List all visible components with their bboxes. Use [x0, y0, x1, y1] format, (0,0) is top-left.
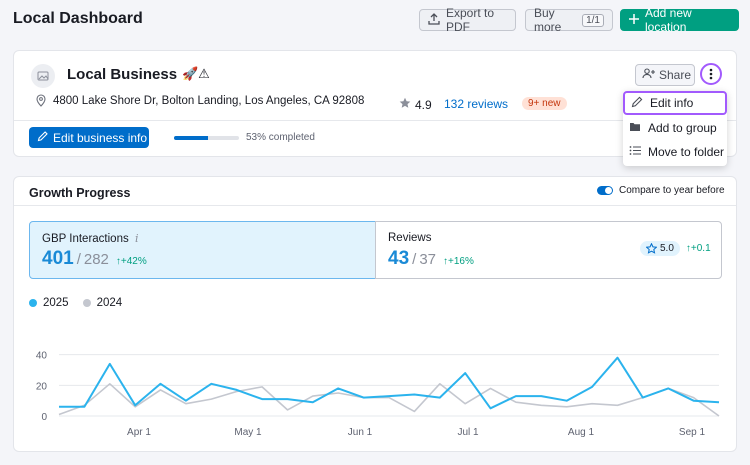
- y-tick-label: 0: [41, 412, 47, 423]
- edit-business-label: Edit business info: [53, 130, 148, 145]
- share-button[interactable]: Share: [635, 64, 695, 86]
- image-icon: [37, 71, 49, 81]
- metric-reviews[interactable]: Reviews 43 / 37 ↑+16% 5.0 ↑+0.1: [375, 221, 722, 279]
- metric-previous: 37: [419, 251, 436, 268]
- metric-gbp-interactions[interactable]: GBP Interactions i 401 / 282 ↑+42%: [29, 221, 376, 279]
- business-emoji: 🚀⚠: [182, 66, 210, 81]
- x-tick-label: Jul 1: [457, 427, 479, 438]
- series-line-2024: [58, 382, 720, 417]
- profile-progress-fill: [174, 136, 209, 140]
- menu-item-add-to-group[interactable]: Add to group: [623, 116, 727, 140]
- plus-icon: [629, 13, 639, 27]
- menu-item-move-to-folder[interactable]: Move to folder: [623, 140, 727, 164]
- star-icon: [399, 97, 411, 112]
- add-person-icon: [642, 68, 655, 82]
- business-address: 4800 Lake Shore Dr, Bolton Landing, Los …: [53, 95, 365, 107]
- compare-label: Compare to year before: [619, 185, 725, 196]
- buy-more-label: Buy more: [534, 6, 562, 34]
- legend-label: 2024: [96, 297, 123, 309]
- legend-item-2024[interactable]: 2024: [82, 297, 123, 309]
- metric-current: 43: [388, 248, 410, 269]
- legend-item-2025[interactable]: 2025: [29, 297, 69, 309]
- growth-line-chart: 0 20 40 Apr 1 May 1 Jun 1 Jul 1 Aug 1 Sep 1: [36, 351, 720, 438]
- rating-pill: 5.0: [640, 241, 680, 256]
- business-card: Local Business 🚀⚠ 4800 Lake Shore Dr, Bo…: [13, 50, 737, 157]
- new-reviews-badge: 9+ new: [522, 97, 567, 110]
- share-label: Share: [659, 68, 692, 82]
- toggle-switch[interactable]: [597, 186, 613, 195]
- star-icon: [646, 243, 657, 254]
- metric-delta: ↑+42%: [115, 256, 147, 267]
- menu-item-label: Edit info: [650, 96, 694, 110]
- growth-divider: [14, 205, 736, 206]
- metric-delta: ↑+16%: [443, 256, 474, 267]
- menu-item-label: Add to group: [648, 121, 717, 135]
- x-tick-label: Sep 1: [679, 427, 706, 438]
- location-pin-icon: [35, 94, 47, 112]
- menu-item-edit-info[interactable]: Edit info: [623, 91, 727, 115]
- edit-business-button[interactable]: Edit business info: [29, 127, 149, 148]
- compare-toggle[interactable]: Compare to year before: [597, 185, 725, 196]
- business-avatar: [31, 64, 55, 88]
- add-location-button[interactable]: Add new location: [620, 6, 739, 34]
- export-pdf-button[interactable]: Export to PDF: [419, 6, 516, 34]
- more-options-button[interactable]: [700, 63, 722, 85]
- menu-item-label: Move to folder: [648, 145, 725, 159]
- growth-progress-card: Growth Progress Compare to year before G…: [13, 176, 737, 452]
- profile-progress-bar: [174, 136, 239, 140]
- rating-delta: ↑+0.1: [685, 243, 711, 254]
- folder-icon: [629, 121, 641, 135]
- business-divider: [14, 120, 736, 121]
- buy-more-button[interactable]: Buy more 1/1: [525, 6, 613, 34]
- business-rating: 4.9: [399, 97, 432, 112]
- x-tick-label: Apr 1: [127, 427, 151, 438]
- legend-label: 2025: [43, 297, 69, 309]
- y-tick-label: 20: [36, 381, 48, 392]
- x-tick-label: May 1: [234, 427, 262, 438]
- reviews-link[interactable]: 132 reviews: [444, 97, 509, 111]
- pencil-icon: [631, 96, 643, 111]
- page-title: Local Dashboard: [13, 10, 143, 27]
- rating-value: 4.9: [415, 97, 432, 112]
- rating-value: 5.0: [660, 243, 674, 254]
- pencil-icon: [37, 130, 48, 145]
- rating-summary: 5.0 ↑+0.1: [640, 241, 711, 256]
- buy-count-badge: 1/1: [582, 13, 604, 27]
- kebab-icon: [709, 68, 713, 80]
- metric-previous: 282: [83, 251, 109, 268]
- growth-title: Growth Progress: [29, 186, 131, 200]
- profile-progress-label: 53% completed: [246, 132, 315, 143]
- metric-separator: /: [412, 251, 417, 268]
- chart-legend: 2025 2024: [29, 297, 122, 309]
- business-name: Local Business: [67, 66, 178, 83]
- metric-values: 43 / 37 ↑+16%: [388, 248, 474, 270]
- series-line-2025: [59, 356, 720, 410]
- metric-values: 401 / 282 ↑+42%: [42, 248, 147, 270]
- list-icon: [629, 145, 641, 159]
- metric-label: Reviews: [388, 232, 432, 244]
- metric-separator: /: [76, 251, 81, 268]
- info-icon: i: [134, 232, 139, 245]
- add-location-label: Add new location: [645, 6, 692, 34]
- export-icon: [428, 12, 440, 28]
- x-tick-label: Aug 1: [568, 427, 595, 438]
- legend-dot: [82, 299, 91, 307]
- y-tick-label: 40: [36, 351, 48, 362]
- metric-label: GBP Interactions i: [42, 232, 139, 245]
- options-menu: Edit info Add to group Move to folder: [623, 91, 727, 166]
- x-tick-label: Jun 1: [348, 427, 373, 438]
- metric-current: 401: [42, 248, 74, 269]
- legend-dot: [29, 299, 37, 307]
- export-label: Export to PDF: [446, 6, 495, 34]
